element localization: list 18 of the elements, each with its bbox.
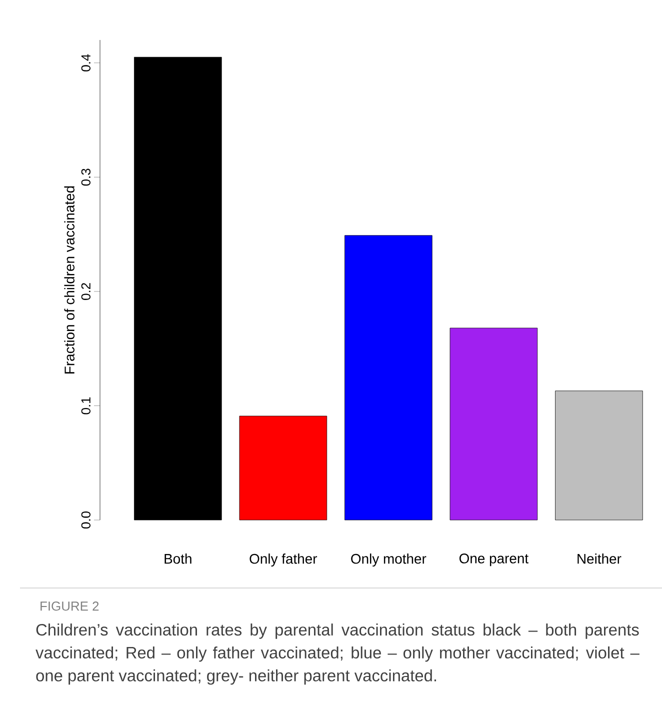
- y-tick-label: 0.3: [81, 168, 90, 186]
- y-tick-label: 0.2: [81, 283, 90, 300]
- x-tick-label: Both: [164, 554, 192, 564]
- bar: [450, 328, 538, 520]
- bar: [134, 56, 222, 520]
- x-tick-label: Only father: [250, 554, 317, 567]
- bar: [554, 390, 643, 520]
- text: Children’s vaccination rates by parental vaccination status black – both parents vaccinated; Red – only father vaccinated; blue – only mother vaccinated; violet – one parent vaccinated; grey- neither parent vaccinated.: [35, 624, 640, 685]
- y-axis-title: Fraction of children vaccinated: [64, 186, 74, 374]
- bar: [344, 235, 432, 520]
- x-tick-label: Neither: [577, 554, 622, 564]
- x-tick-label: One parent: [459, 554, 528, 566]
- y-tick-label: 0.4: [81, 54, 90, 72]
- y-tick-label: 0.1: [81, 397, 90, 414]
- caption: FIGURE 2: [40, 602, 98, 611]
- y-tick-label: 0.0: [81, 512, 90, 529]
- x-tick-label: Only mother: [350, 554, 426, 567]
- bar: [239, 416, 327, 520]
